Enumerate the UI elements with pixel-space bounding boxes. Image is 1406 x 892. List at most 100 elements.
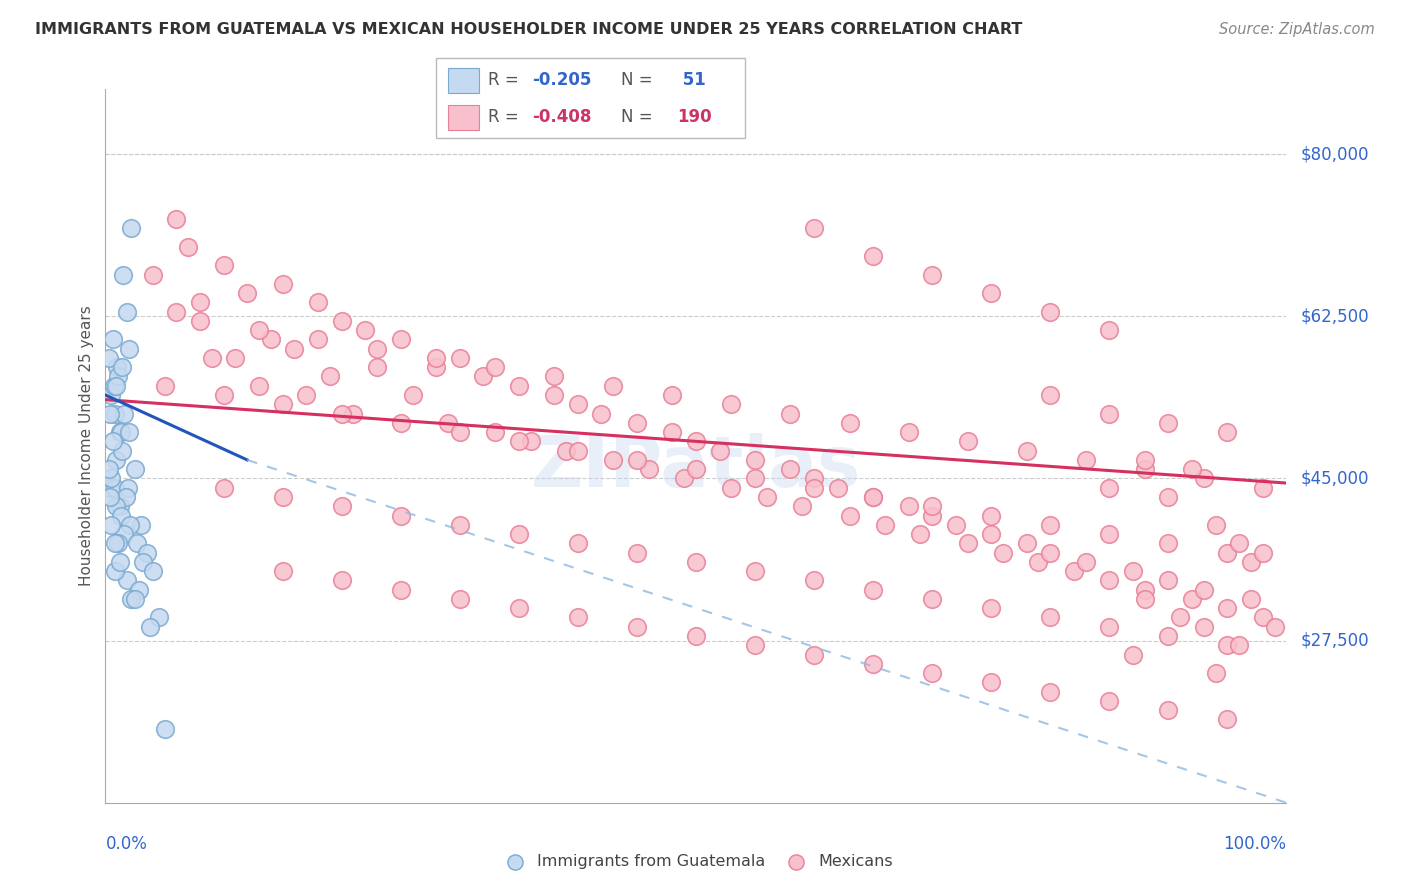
Text: R =: R = — [488, 109, 524, 127]
Text: 51: 51 — [678, 71, 706, 89]
Point — [127, 536, 149, 550]
Point — [188, 295, 211, 310]
Point — [921, 508, 943, 523]
Point — [980, 286, 1002, 301]
Point — [120, 221, 142, 235]
Point — [112, 527, 135, 541]
Point — [212, 388, 235, 402]
Point — [779, 462, 801, 476]
Point — [980, 527, 1002, 541]
Point — [1251, 545, 1274, 559]
Point — [1039, 388, 1062, 402]
Point — [1133, 591, 1156, 606]
Point — [519, 434, 541, 449]
Point — [120, 517, 142, 532]
Point — [108, 555, 131, 569]
Point — [128, 582, 150, 597]
Point — [673, 471, 696, 485]
Y-axis label: Householder Income Under 25 years: Householder Income Under 25 years — [79, 306, 94, 586]
Text: Source: ZipAtlas.com: Source: ZipAtlas.com — [1219, 22, 1375, 37]
Point — [389, 582, 412, 597]
Text: 190: 190 — [678, 109, 711, 127]
Point — [1264, 620, 1286, 634]
Point — [567, 610, 589, 624]
Point — [980, 675, 1002, 690]
Point — [744, 471, 766, 485]
Point — [543, 369, 565, 384]
Point — [212, 258, 235, 272]
Point — [295, 388, 318, 402]
Point — [139, 620, 162, 634]
Point — [449, 351, 471, 365]
Point — [1227, 536, 1250, 550]
Point — [803, 221, 825, 235]
Point — [484, 360, 506, 375]
Point — [366, 360, 388, 375]
Point — [354, 323, 377, 337]
Point — [330, 500, 353, 514]
Point — [602, 453, 624, 467]
Point — [129, 517, 152, 532]
Point — [366, 342, 388, 356]
Point — [1157, 536, 1180, 550]
Point — [111, 360, 134, 375]
Point — [271, 397, 294, 411]
Point — [101, 434, 124, 449]
Point — [1168, 610, 1191, 624]
Point — [177, 240, 200, 254]
Point — [1192, 620, 1215, 634]
Point — [744, 638, 766, 652]
Point — [709, 443, 731, 458]
Text: 100.0%: 100.0% — [1223, 835, 1286, 853]
Point — [401, 388, 423, 402]
Point — [449, 425, 471, 439]
Point — [567, 536, 589, 550]
Point — [153, 378, 176, 392]
Point — [98, 462, 121, 476]
Point — [803, 648, 825, 662]
Point — [425, 360, 447, 375]
Point — [1122, 648, 1144, 662]
Point — [165, 304, 187, 318]
Point — [555, 443, 578, 458]
Text: Immigrants from Guatemala: Immigrants from Guatemala — [537, 855, 765, 869]
Point — [247, 378, 270, 392]
Point — [862, 490, 884, 504]
Point — [1098, 407, 1121, 421]
Point — [921, 666, 943, 681]
Point — [105, 453, 128, 467]
Point — [1039, 545, 1062, 559]
Point — [1039, 304, 1062, 318]
Point — [98, 490, 121, 504]
Point — [105, 360, 128, 375]
Point — [111, 443, 134, 458]
Point — [897, 425, 920, 439]
Point — [98, 407, 121, 421]
Point — [142, 268, 165, 282]
Point — [271, 277, 294, 291]
Point — [779, 407, 801, 421]
Point — [838, 508, 860, 523]
Point — [117, 481, 139, 495]
Point — [1216, 545, 1239, 559]
Point — [148, 610, 170, 624]
Point — [626, 620, 648, 634]
Point — [104, 407, 127, 421]
Text: $27,500: $27,500 — [1301, 632, 1369, 649]
Point — [897, 500, 920, 514]
Point — [980, 508, 1002, 523]
Point — [1039, 610, 1062, 624]
Point — [330, 314, 353, 328]
Point — [389, 333, 412, 347]
Point — [1157, 574, 1180, 588]
Point — [567, 443, 589, 458]
Point — [104, 536, 127, 550]
Point — [1251, 481, 1274, 495]
Point — [1205, 517, 1227, 532]
Point — [827, 481, 849, 495]
Point — [991, 545, 1014, 559]
Text: -0.408: -0.408 — [531, 109, 591, 127]
Point — [1157, 416, 1180, 430]
Point — [100, 388, 122, 402]
Point — [803, 481, 825, 495]
